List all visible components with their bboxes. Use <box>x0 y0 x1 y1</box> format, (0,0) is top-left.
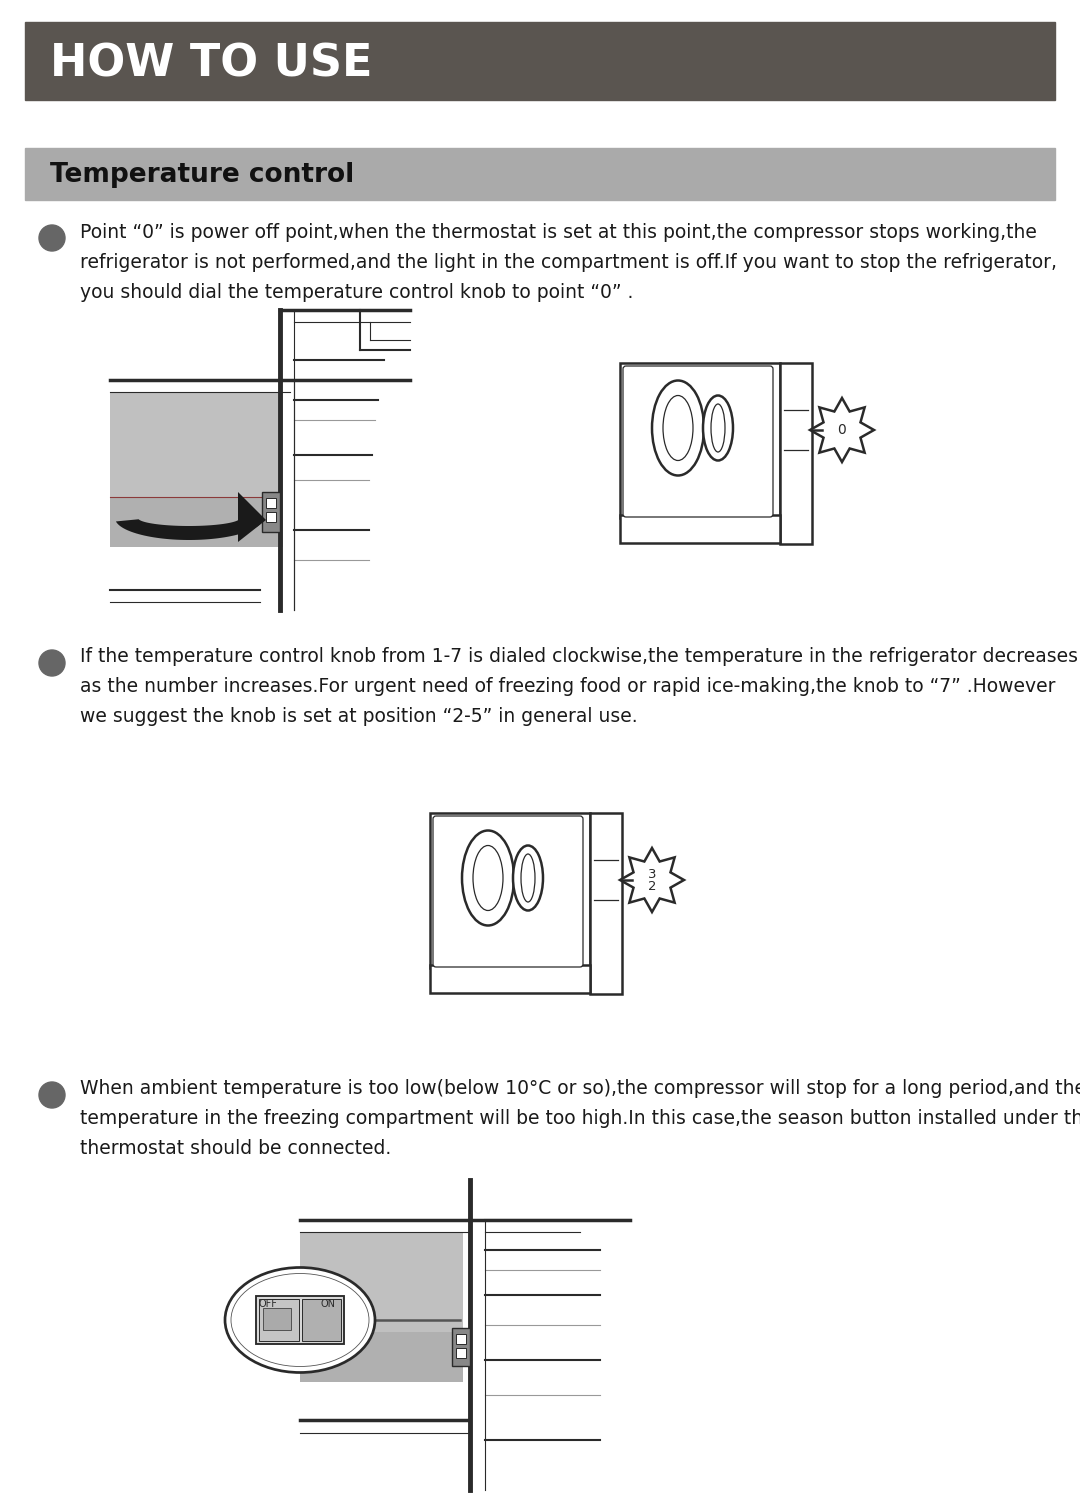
Text: When ambient temperature is too low(below 10°C or so),the compressor will stop f: When ambient temperature is too low(belo… <box>80 1080 1080 1098</box>
Bar <box>25 22 1055 100</box>
Text: 2: 2 <box>648 880 657 894</box>
Bar <box>453 1328 470 1366</box>
Text: 3: 3 <box>648 867 657 880</box>
Polygon shape <box>116 519 262 540</box>
Text: HOW TO USE: HOW TO USE <box>50 42 373 86</box>
Bar <box>590 813 622 994</box>
Ellipse shape <box>225 1268 375 1372</box>
Polygon shape <box>810 398 874 462</box>
Text: If the temperature control knob from 1-7 is dialed clockwise,the temperature in : If the temperature control knob from 1-7… <box>80 648 1078 666</box>
Circle shape <box>39 225 65 251</box>
Ellipse shape <box>663 396 693 460</box>
Bar <box>259 1299 299 1341</box>
Text: 0: 0 <box>838 423 847 436</box>
Text: Temperature control: Temperature control <box>50 162 354 188</box>
Ellipse shape <box>231 1274 369 1366</box>
Ellipse shape <box>711 404 725 451</box>
Bar <box>620 514 780 543</box>
Bar <box>264 1308 291 1330</box>
Ellipse shape <box>652 381 704 476</box>
Text: we suggest the knob is set at position “2-5” in general use.: we suggest the knob is set at position “… <box>80 708 637 726</box>
Bar <box>262 492 280 532</box>
Ellipse shape <box>521 853 535 901</box>
Bar <box>110 392 283 496</box>
Ellipse shape <box>703 396 733 460</box>
Bar <box>300 1232 463 1332</box>
Text: Point “0” is power off point,when the thermostat is set at this point,the compre: Point “0” is power off point,when the th… <box>80 222 1037 242</box>
Bar <box>430 964 590 993</box>
FancyBboxPatch shape <box>433 816 583 968</box>
Bar <box>256 1296 345 1344</box>
Text: refrigerator is not performed,and the light in the compartment is off.If you wan: refrigerator is not performed,and the li… <box>80 252 1057 272</box>
Bar <box>266 512 276 522</box>
Text: thermostat should be connected.: thermostat should be connected. <box>80 1140 391 1158</box>
Ellipse shape <box>513 846 543 910</box>
Text: ON: ON <box>321 1299 336 1310</box>
Text: temperature in the freezing compartment will be too high.In this case,the season: temperature in the freezing compartment … <box>80 1110 1080 1128</box>
Polygon shape <box>620 847 684 912</box>
Ellipse shape <box>473 846 503 910</box>
Polygon shape <box>238 492 266 542</box>
Circle shape <box>39 650 65 676</box>
Bar <box>456 1334 465 1344</box>
Bar <box>780 363 812 544</box>
Bar <box>300 1332 463 1382</box>
FancyBboxPatch shape <box>623 366 773 518</box>
Bar <box>620 363 780 518</box>
Text: you should dial the temperature control knob to point “0” .: you should dial the temperature control … <box>80 282 633 302</box>
Bar <box>456 1348 465 1358</box>
Text: as the number increases.For urgent need of freezing food or rapid ice-making,the: as the number increases.For urgent need … <box>80 678 1055 696</box>
Text: OFF: OFF <box>258 1299 278 1310</box>
Bar <box>302 1299 341 1341</box>
Bar <box>25 148 1055 200</box>
Bar <box>430 813 590 968</box>
Ellipse shape <box>462 831 514 926</box>
Bar <box>110 496 283 548</box>
Bar <box>266 498 276 508</box>
Circle shape <box>39 1082 65 1108</box>
